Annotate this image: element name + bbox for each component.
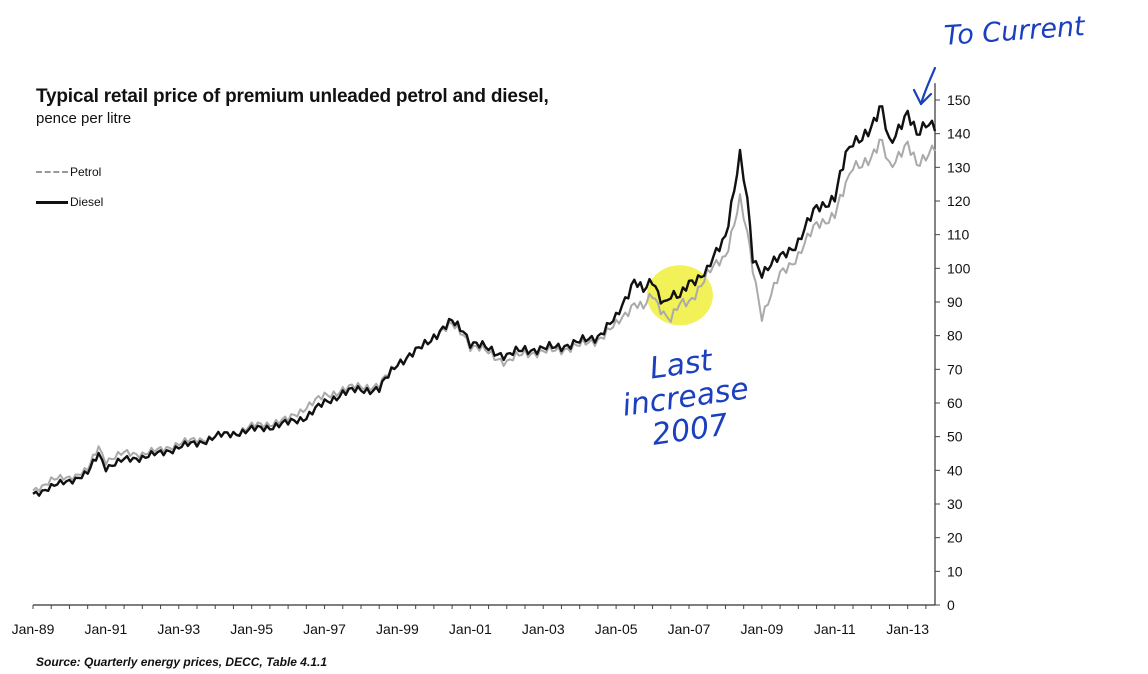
y-tick-label: 0 bbox=[947, 597, 955, 613]
legend-item-petrol: Petrol bbox=[36, 165, 101, 179]
x-tick-label: Jan-91 bbox=[84, 621, 127, 637]
x-tick-label: Jan-97 bbox=[303, 621, 346, 637]
y-tick-label: 10 bbox=[947, 563, 963, 579]
x-tick-label: Jan-13 bbox=[886, 621, 929, 637]
y-tick-label: 110 bbox=[947, 227, 970, 243]
y-tick-label: 130 bbox=[947, 159, 971, 175]
legend-label-petrol: Petrol bbox=[70, 165, 102, 179]
y-tick-label: 120 bbox=[947, 193, 971, 209]
y-tick-label: 140 bbox=[947, 126, 971, 142]
x-tick-label: Jan-11 bbox=[814, 621, 856, 637]
x-tick-label: Jan-07 bbox=[668, 621, 711, 637]
y-tick-label: 60 bbox=[947, 395, 963, 411]
annotation-layer bbox=[912, 66, 937, 106]
series-layer bbox=[32, 105, 937, 497]
x-tick-label: Jan-89 bbox=[12, 621, 55, 637]
x-tick-label: Jan-99 bbox=[376, 621, 419, 637]
arrow-head bbox=[912, 88, 933, 106]
chart-subtitle: pence per litre bbox=[36, 110, 132, 127]
x-tick-label: Jan-95 bbox=[230, 621, 273, 637]
y-tick-label: 100 bbox=[947, 260, 971, 276]
legend-swatch-diesel bbox=[36, 200, 68, 204]
x-tick-label: Jan-05 bbox=[595, 621, 638, 637]
y-tick-label: 30 bbox=[947, 496, 963, 512]
y-tick-label: 150 bbox=[947, 92, 971, 108]
annotation-last-increase: Last increase 2007 bbox=[616, 340, 756, 456]
series-line-petrol bbox=[32, 138, 936, 493]
y-tick-label: 70 bbox=[947, 361, 963, 377]
arrow-shaft bbox=[919, 66, 937, 106]
y-tick-label: 40 bbox=[947, 462, 963, 478]
y-tick-label: 90 bbox=[947, 294, 963, 310]
legend-item-diesel: Diesel bbox=[36, 195, 103, 209]
x-tick-label: Jan-03 bbox=[522, 621, 565, 637]
chart-title: Typical retail price of premium unleaded… bbox=[36, 86, 549, 107]
x-tick-label: Jan-09 bbox=[740, 621, 783, 637]
y-tick-label: 50 bbox=[947, 429, 963, 445]
legend-swatch-petrol bbox=[36, 171, 68, 173]
legend-label-diesel: Diesel bbox=[70, 195, 104, 209]
axes-layer: Jan-89 Jan-91 Jan-93 Jan-95 Jan-97 Jan-99 Jan-… bbox=[12, 83, 971, 637]
source-note: Source: Quarterly energy prices, DECC, T… bbox=[36, 655, 327, 669]
y-tick-label: 80 bbox=[947, 328, 963, 344]
x-tick-label: Jan-93 bbox=[157, 621, 200, 637]
x-tick-label: Jan-01 bbox=[449, 621, 492, 637]
y-tick-label: 20 bbox=[947, 530, 963, 546]
series-line-diesel bbox=[32, 105, 937, 497]
